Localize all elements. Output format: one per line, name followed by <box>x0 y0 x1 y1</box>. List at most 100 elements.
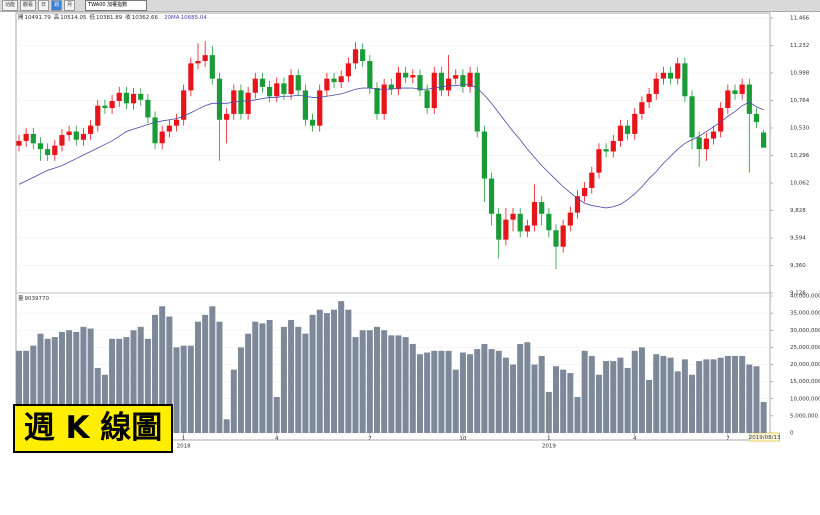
volume-bar <box>681 359 688 433</box>
volume-bar <box>87 328 94 433</box>
candle-body <box>761 132 767 148</box>
toolbar-button[interactable]: 觀看 <box>20 0 37 11</box>
toolbar-button[interactable]: 功能 <box>2 0 19 11</box>
volume-bar <box>345 309 352 433</box>
y-tick-label: 5,000,000 <box>790 413 818 419</box>
candle-body <box>123 92 129 104</box>
candle-body <box>152 117 158 144</box>
volume-bar <box>123 337 130 433</box>
candle-body <box>302 90 308 120</box>
volume-bar <box>553 366 559 433</box>
volume-bar <box>58 331 65 433</box>
candle-body <box>488 178 495 214</box>
volume-bar <box>753 366 760 433</box>
candle-body <box>173 119 180 126</box>
volume-bar <box>187 345 194 433</box>
candle-body <box>553 230 559 247</box>
volume-name: 量 <box>18 295 24 302</box>
volume-bar <box>588 355 595 433</box>
volume-bar <box>617 357 624 433</box>
candle-body <box>295 75 301 91</box>
volume-bar <box>646 379 653 433</box>
candle-body <box>567 212 573 226</box>
volume-bar <box>137 326 144 433</box>
candle-body <box>317 90 323 126</box>
volume-bar <box>288 319 295 433</box>
volume-bar <box>445 350 452 433</box>
candle-body <box>653 78 659 94</box>
candle-body <box>59 135 65 146</box>
volume-bar <box>703 359 710 433</box>
volume-bar <box>531 364 538 433</box>
candle-body <box>660 72 666 79</box>
candle-body <box>352 49 359 64</box>
volume-bar <box>359 330 366 433</box>
toolbar-button[interactable]: 日 <box>38 0 50 11</box>
x-tick-label: 10 <box>459 436 466 442</box>
x-tick-label: 4 <box>633 436 637 442</box>
volume-bar <box>195 321 201 433</box>
candle-body <box>503 219 509 240</box>
y-tick-label: 20,000,000 <box>790 362 820 368</box>
candle-body <box>703 138 709 150</box>
candle-body <box>109 100 115 109</box>
volume-bar <box>37 333 44 433</box>
candle-body <box>216 78 223 120</box>
symbol-select[interactable]: TWA00 加權指數 <box>85 0 148 11</box>
candle-body <box>324 78 330 91</box>
candle-body <box>582 187 588 197</box>
y-tick-label: 10,998 <box>790 71 810 77</box>
candle-body <box>675 63 681 79</box>
toolbar-button[interactable]: 週 <box>51 0 63 11</box>
year-label: 2018 <box>177 444 191 450</box>
y-tick-label: 10,764 <box>790 98 810 104</box>
candle-body <box>52 145 58 156</box>
candle-body <box>467 72 473 87</box>
candle-body <box>188 63 194 91</box>
candle-body <box>202 55 208 62</box>
volume-bar <box>280 326 287 433</box>
header-value: 10491.79 <box>25 15 52 21</box>
candle-body <box>746 84 752 114</box>
candle-body <box>138 93 144 100</box>
volume-value: 9039770 <box>25 296 50 302</box>
candle-body <box>667 72 674 79</box>
candle-body <box>281 83 287 94</box>
volume-bar <box>374 326 380 433</box>
volume-bar <box>481 343 488 433</box>
candle-body <box>166 125 172 132</box>
volume-bar <box>667 357 674 433</box>
price-panel <box>15 12 771 294</box>
volume-bar <box>252 321 259 433</box>
candle-body <box>345 63 351 77</box>
volume-bar <box>495 350 502 433</box>
volume-bar <box>144 338 151 433</box>
volume-bar <box>624 367 631 433</box>
volume-bar <box>309 314 316 433</box>
candle-body <box>496 213 502 240</box>
y-tick-label: 9,594 <box>790 236 806 242</box>
volume-bar <box>331 309 338 433</box>
volume-bar <box>266 319 273 433</box>
x-tick-label: 1 <box>182 436 186 442</box>
header-value: 10381.89 <box>96 15 123 21</box>
y-tick-label: 35,000,000 <box>790 311 820 317</box>
candle-body <box>30 133 36 144</box>
toolbar-button[interactable]: 月 <box>64 0 76 11</box>
volume-bar <box>459 352 466 433</box>
volume-header: 量9039770 <box>18 295 50 302</box>
y-tick-label: 10,062 <box>790 181 809 187</box>
volume-bar <box>438 350 445 433</box>
volume-bar <box>488 349 495 433</box>
volume-bar <box>739 355 746 433</box>
volume-bar <box>567 373 574 433</box>
candle-body <box>37 143 44 150</box>
volume-bar <box>94 367 101 433</box>
volume-bar <box>381 330 388 433</box>
y-tick-label: 9,126 <box>790 291 806 297</box>
candle-body <box>524 225 530 232</box>
candle-body <box>224 113 230 120</box>
candle-body <box>539 202 545 214</box>
